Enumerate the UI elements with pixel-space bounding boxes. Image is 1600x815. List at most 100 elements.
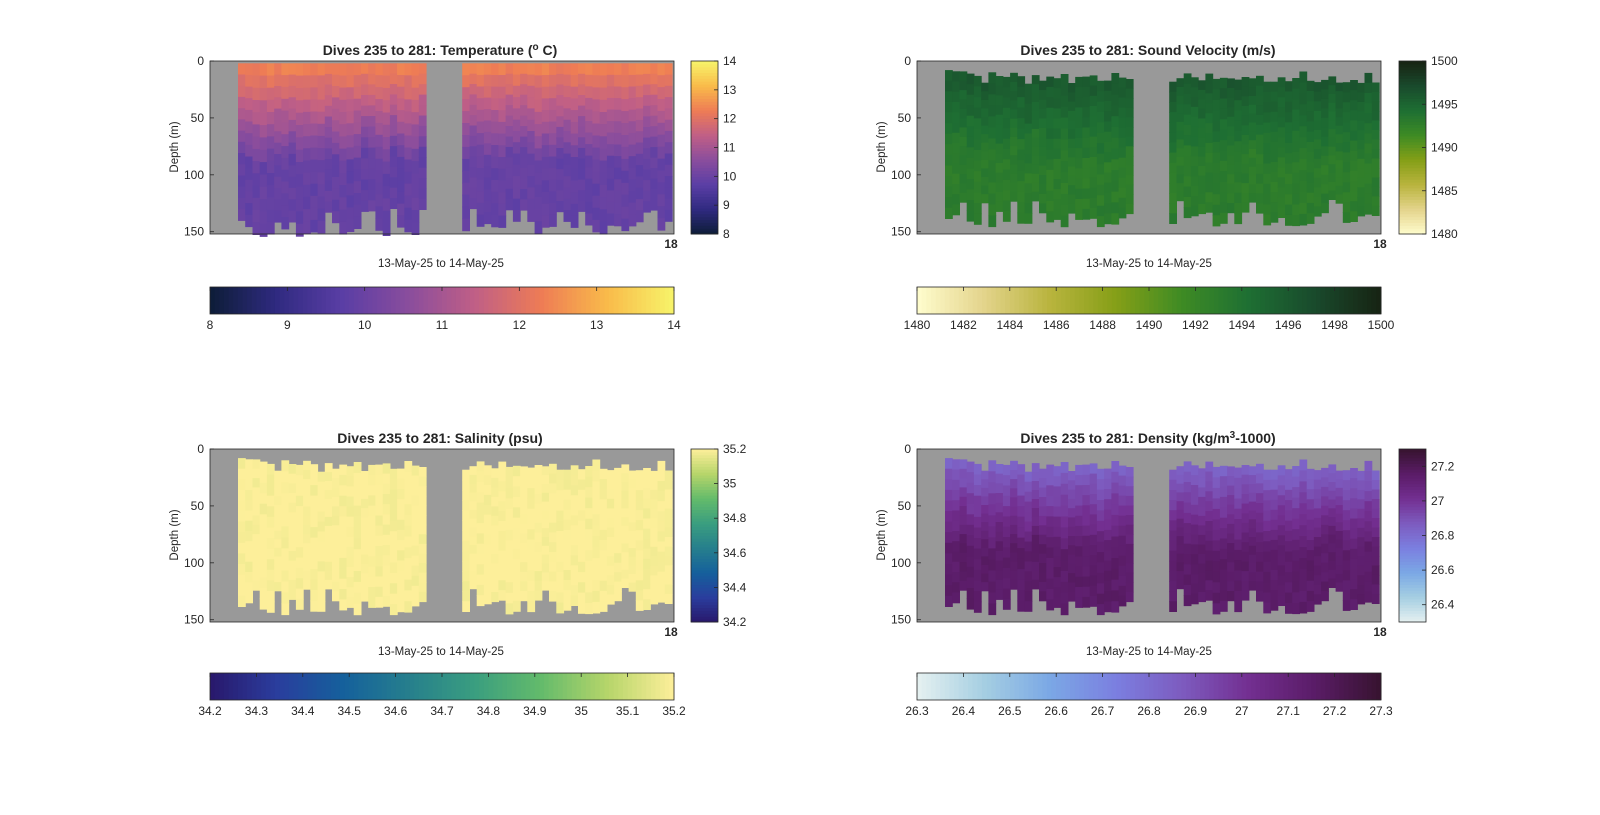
colorbar-tick-label: 26.8 xyxy=(1431,529,1455,543)
profile-segment xyxy=(1104,90,1112,102)
profile-segment xyxy=(1125,98,1134,109)
profile-segment xyxy=(361,84,369,96)
profile-segment xyxy=(310,485,319,497)
profile-segment xyxy=(288,483,297,494)
profile-segment xyxy=(1089,106,1098,117)
profile-segment xyxy=(469,527,478,537)
colorbar-swatch xyxy=(516,287,522,314)
profile-segment xyxy=(361,95,369,107)
colorbar-swatch xyxy=(691,156,718,160)
profile-segment xyxy=(664,63,673,76)
profile-segment xyxy=(288,531,297,542)
colorbar-swatch xyxy=(1399,474,1426,479)
profile-segment xyxy=(1357,196,1366,207)
profile-segment xyxy=(1285,142,1293,154)
profile-segment xyxy=(1039,553,1047,564)
profile-segment xyxy=(1256,193,1264,204)
colorbar-swatch xyxy=(1399,607,1426,611)
profile-segment xyxy=(527,488,536,500)
profile-segment xyxy=(1002,159,1011,171)
profile-segment xyxy=(310,558,319,570)
profile-segment xyxy=(959,468,968,479)
profile-segment xyxy=(995,163,1004,174)
profile-segment xyxy=(266,485,275,497)
profile-segment xyxy=(375,495,384,506)
colorbar-swatch xyxy=(548,673,554,700)
colorbar-swatch xyxy=(553,673,559,700)
dive-profile-column xyxy=(1118,465,1127,607)
profile-segment xyxy=(621,158,630,172)
profile-segment xyxy=(1039,515,1047,526)
colorbar-swatch xyxy=(618,673,624,700)
colorbar-swatch xyxy=(511,287,517,314)
profile-segment xyxy=(1082,464,1091,476)
profile-segment xyxy=(317,501,326,513)
dive-profile-column xyxy=(375,464,384,608)
profile-segment xyxy=(1335,134,1344,144)
profile-segment xyxy=(353,122,362,135)
profile-segment xyxy=(570,545,579,556)
profile-segment xyxy=(317,208,326,222)
profile-segment xyxy=(657,551,666,563)
profile-segment xyxy=(1299,569,1308,581)
profile-segment xyxy=(245,74,253,88)
profile-segment xyxy=(462,550,470,562)
profile-segment xyxy=(1306,560,1315,572)
profile-segment xyxy=(288,551,297,562)
profile-segment xyxy=(563,210,572,222)
profile-segment xyxy=(1335,548,1344,558)
profile-segment xyxy=(606,63,615,76)
profile-segment xyxy=(1017,76,1026,88)
profile-segment xyxy=(1328,578,1337,588)
profile-segment xyxy=(621,123,630,136)
colorbar-tick-label: 34.6 xyxy=(384,704,408,718)
profile-segment xyxy=(266,495,275,507)
colorbar-tick-label: 34.2 xyxy=(198,704,222,718)
profile-segment xyxy=(1183,166,1192,177)
profile-segment xyxy=(310,537,319,549)
profile-segment xyxy=(1190,116,1199,128)
dive-profile-column xyxy=(1270,81,1279,223)
profile-segment xyxy=(1219,192,1228,203)
profile-segment xyxy=(476,179,485,192)
colorbar-swatch xyxy=(1306,287,1312,314)
profile-segment xyxy=(346,536,355,548)
profile-segment xyxy=(650,147,659,159)
profile-segment xyxy=(1335,168,1344,178)
colorbar-swatch xyxy=(995,287,1002,314)
profile-segment xyxy=(259,137,268,151)
colorbar-swatch xyxy=(1051,673,1057,700)
profile-segment xyxy=(1328,534,1337,545)
profile-segment xyxy=(238,197,246,210)
colorbar-swatch xyxy=(1278,287,1285,314)
profile-segment xyxy=(981,151,989,161)
profile-segment xyxy=(1212,194,1221,206)
profile-segment xyxy=(1306,141,1315,153)
profile-segment xyxy=(1053,597,1062,608)
profile-segment xyxy=(959,164,968,175)
profile-segment xyxy=(476,214,485,227)
profile-segment xyxy=(505,146,514,158)
profile-segment xyxy=(1299,492,1308,504)
profile-segment xyxy=(1075,566,1083,578)
profile-segment xyxy=(389,583,398,595)
profile-segment xyxy=(556,116,565,128)
profile-segment xyxy=(252,478,261,488)
profile-segment xyxy=(1118,197,1127,209)
profile-segment xyxy=(1212,571,1221,583)
profile-segment xyxy=(556,126,565,139)
profile-segment xyxy=(628,191,637,204)
profile-segment xyxy=(592,536,601,548)
profile-segment xyxy=(281,493,290,505)
profile-segment xyxy=(476,482,485,493)
profile-segment xyxy=(1306,550,1315,561)
profile-segment xyxy=(1234,580,1243,592)
profile-segment xyxy=(245,109,253,123)
profile-segment xyxy=(570,475,579,486)
profile-segment xyxy=(1068,203,1076,214)
colorbar-swatch xyxy=(691,222,718,226)
profile-segment xyxy=(252,496,261,507)
colorbar-swatch xyxy=(349,287,355,314)
colorbar-swatch xyxy=(691,190,718,195)
profile-segment xyxy=(1002,506,1011,517)
